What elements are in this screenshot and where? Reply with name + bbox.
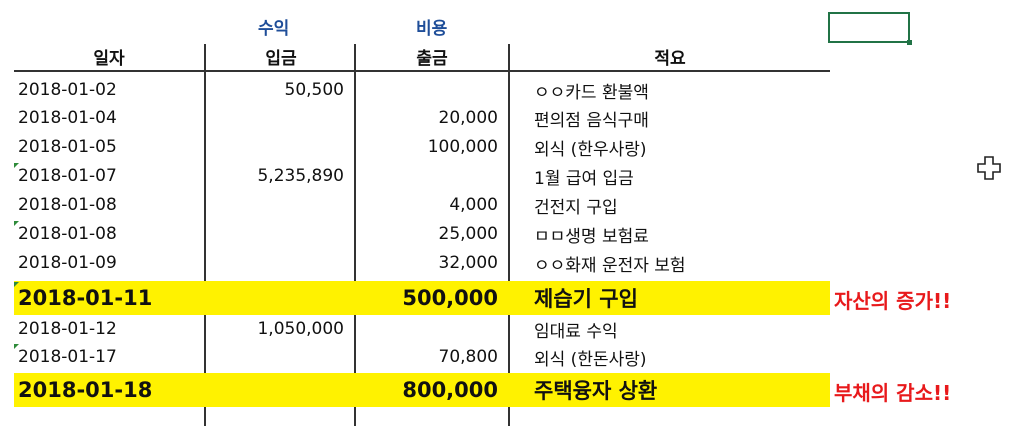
cell-date[interactable]: 2018-01-08 [18,195,117,215]
cell-withdrawal[interactable]: 20,000 [438,108,498,128]
green-triangle-icon [14,344,19,349]
table-row[interactable]: 2018-01-12 1,050,000 임대료 수익 [14,315,830,343]
cell-deposit[interactable]: 5,235,890 [257,166,344,186]
cell-date[interactable]: 2018-01-12 [18,319,117,339]
cell-description[interactable]: 1월 급여 입금 [534,168,634,189]
cell-date[interactable]: 2018-01-05 [18,137,117,157]
annotation-note: 부채의 감소!! [834,381,952,405]
column-divider-2 [354,44,356,426]
cell-description[interactable]: ㅇㅇ화재 운전자 보험 [534,255,686,276]
cell-date[interactable]: 2018-01-11 [18,286,153,310]
cell-deposit[interactable] [206,343,344,371]
table-row[interactable]: 2018-01-05 100,000 외식 (한우사랑) [14,133,830,161]
cell-deposit[interactable] [206,373,344,407]
cell-date[interactable]: 2018-01-17 [18,347,117,367]
column-divider-3 [508,44,510,426]
cell-description[interactable]: 임대료 수익 [534,321,618,342]
table-row[interactable]: 2018-01-17 70,800 외식 (한돈사랑) [14,343,830,371]
category-expense: 비용 [416,19,448,39]
header-deposit: 입금 [265,49,297,69]
cell-description[interactable]: 편의점 음식구매 [534,110,649,131]
table-row[interactable]: 2018-01-04 20,000 편의점 음식구매 [14,104,830,132]
selected-cell[interactable] [828,12,910,43]
cell-select-cross-icon [977,156,1001,180]
cell-date[interactable]: 2018-01-08 [18,224,117,244]
cell-withdrawal[interactable] [360,162,498,190]
cell-description[interactable]: ㅇㅇ카드 환불액 [534,82,649,103]
cell-date[interactable]: 2018-01-09 [18,253,117,273]
annotation-note: 자산의 증가!! [834,289,952,313]
fill-handle[interactable] [907,40,912,45]
table-row[interactable]: 2018-01-08 4,000 건전지 구입 [14,191,830,219]
cell-withdrawal[interactable]: 500,000 [402,286,498,310]
cell-deposit[interactable]: 1,050,000 [257,319,344,339]
cell-description[interactable]: 제습기 구입 [534,287,638,311]
green-triangle-icon [14,163,19,168]
green-triangle-icon [14,282,19,287]
cell-withdrawal[interactable]: 800,000 [402,378,498,402]
cell-withdrawal[interactable] [360,315,498,343]
green-triangle-icon [14,221,19,226]
cell-deposit[interactable] [206,133,344,161]
cell-deposit[interactable] [206,249,344,277]
cell-deposit[interactable] [206,191,344,219]
cell-withdrawal[interactable]: 25,000 [438,224,498,244]
cell-withdrawal[interactable]: 4,000 [449,195,498,215]
table-row[interactable]: 2018-01-09 32,000 ㅇㅇ화재 운전자 보험 [14,249,830,277]
table-row[interactable]: 2018-01-07 5,235,890 1월 급여 입금 [14,162,830,190]
cell-date[interactable]: 2018-01-04 [18,108,117,128]
header-withdrawal: 출금 [416,49,448,69]
table-row[interactable]: 2018-01-02 50,500 ㅇㅇ카드 환불액 [14,76,830,104]
cell-withdrawal[interactable]: 100,000 [427,137,498,157]
header-date: 일자 [93,49,125,69]
cell-description[interactable]: 건전지 구입 [534,197,618,218]
cell-description[interactable]: 외식 (한돈사랑) [534,349,647,370]
header-description: 적요 [654,49,686,69]
column-divider-1 [204,44,206,426]
cell-date[interactable]: 2018-01-02 [18,80,117,100]
cell-date[interactable]: 2018-01-18 [18,378,153,402]
cell-date[interactable]: 2018-01-07 [18,166,117,186]
cell-description[interactable]: ㅁㅁ생명 보험료 [534,226,649,247]
cell-withdrawal[interactable] [360,76,498,104]
cell-withdrawal[interactable]: 32,000 [438,253,498,273]
cell-withdrawal[interactable]: 70,800 [438,347,498,367]
cell-deposit[interactable] [206,104,344,132]
category-income: 수익 [258,19,290,39]
cell-deposit[interactable] [206,281,344,315]
table-row[interactable]: 2018-01-08 25,000 ㅁㅁ생명 보험료 [14,220,830,248]
cell-deposit[interactable]: 50,500 [284,80,344,100]
table-row[interactable]: 2018-01-18 800,000 주택융자 상환 [14,373,830,407]
header-underline [14,70,830,72]
cell-deposit[interactable] [206,220,344,248]
cell-description[interactable]: 주택융자 상환 [534,379,658,403]
table-row[interactable]: 2018-01-11 500,000 제습기 구입 [14,281,830,315]
cell-description[interactable]: 외식 (한우사랑) [534,139,647,160]
